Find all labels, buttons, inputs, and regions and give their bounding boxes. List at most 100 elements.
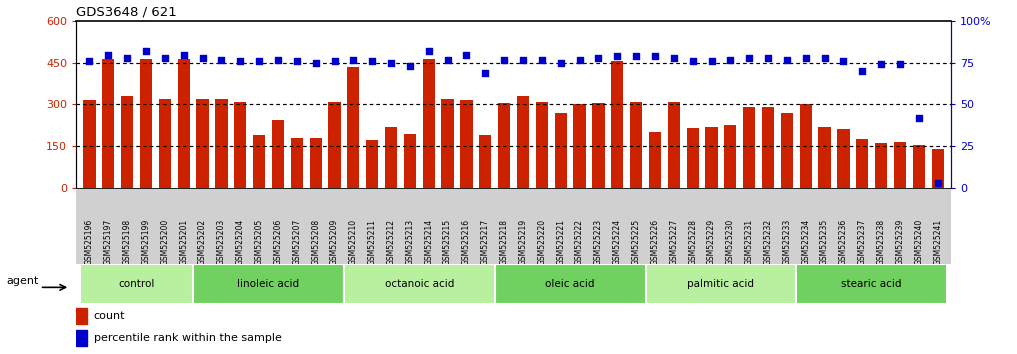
Bar xyxy=(517,96,529,188)
Point xyxy=(684,58,701,64)
Point xyxy=(930,180,946,185)
Bar xyxy=(309,138,321,188)
Bar xyxy=(80,264,193,304)
Bar xyxy=(196,99,208,188)
Bar xyxy=(932,149,944,188)
Bar xyxy=(159,99,171,188)
Point xyxy=(270,57,286,62)
Text: control: control xyxy=(118,279,155,289)
Bar xyxy=(724,125,736,188)
Point xyxy=(873,62,889,67)
Bar xyxy=(178,59,190,188)
Text: percentile rank within the sample: percentile rank within the sample xyxy=(94,333,282,343)
Bar xyxy=(536,102,548,188)
Point xyxy=(138,48,155,54)
Bar xyxy=(592,103,604,188)
Point xyxy=(817,55,833,61)
Point xyxy=(119,55,135,61)
Bar xyxy=(344,264,494,304)
Point xyxy=(477,70,493,76)
Point xyxy=(383,60,400,66)
Point xyxy=(910,115,926,121)
Bar xyxy=(819,127,831,188)
Bar xyxy=(479,135,491,188)
Bar xyxy=(140,59,153,188)
Point xyxy=(251,58,267,64)
Point xyxy=(496,57,513,62)
Bar xyxy=(328,102,341,188)
Bar xyxy=(706,127,718,188)
Bar xyxy=(76,330,86,346)
Bar xyxy=(253,135,265,188)
Point xyxy=(704,58,720,64)
Bar xyxy=(894,142,906,188)
Bar xyxy=(799,104,812,188)
Point xyxy=(289,58,305,64)
Bar xyxy=(441,99,454,188)
Point xyxy=(572,57,588,62)
Bar xyxy=(494,264,646,304)
Point xyxy=(552,60,569,66)
Bar xyxy=(762,107,774,188)
Bar xyxy=(272,120,284,188)
Point xyxy=(439,57,456,62)
Point xyxy=(760,55,776,61)
Point xyxy=(741,55,758,61)
Text: palmitic acid: palmitic acid xyxy=(687,279,755,289)
Bar xyxy=(686,128,699,188)
Bar xyxy=(668,102,680,188)
Bar xyxy=(216,99,228,188)
Point xyxy=(81,58,98,64)
Bar xyxy=(404,133,416,188)
Bar xyxy=(423,59,435,188)
Bar xyxy=(856,139,869,188)
Bar xyxy=(102,59,115,188)
Point xyxy=(402,63,418,69)
Point xyxy=(515,57,531,62)
Bar xyxy=(234,102,246,188)
Point xyxy=(421,48,437,54)
Point xyxy=(779,57,795,62)
Bar xyxy=(83,100,96,188)
Point xyxy=(214,57,230,62)
Point xyxy=(101,52,117,57)
Point xyxy=(854,68,871,74)
Text: oleic acid: oleic acid xyxy=(545,279,595,289)
Bar xyxy=(796,264,947,304)
Point xyxy=(307,60,323,66)
Point xyxy=(194,55,211,61)
Bar xyxy=(385,127,398,188)
Point xyxy=(797,55,814,61)
Point xyxy=(176,52,192,57)
Point xyxy=(459,52,475,57)
Point xyxy=(609,53,625,59)
Point xyxy=(345,57,361,62)
Bar xyxy=(646,264,796,304)
Bar xyxy=(837,130,849,188)
Point xyxy=(364,58,380,64)
Bar xyxy=(291,138,303,188)
Point xyxy=(722,57,738,62)
Bar xyxy=(611,62,623,188)
Bar xyxy=(912,145,925,188)
Point xyxy=(157,55,173,61)
Point xyxy=(326,58,343,64)
Bar xyxy=(366,141,378,188)
Point xyxy=(534,57,550,62)
Text: GDS3648 / 621: GDS3648 / 621 xyxy=(76,6,177,19)
Text: linoleic acid: linoleic acid xyxy=(238,279,300,289)
Bar xyxy=(554,113,566,188)
Bar xyxy=(498,103,511,188)
Point xyxy=(627,53,644,59)
Bar xyxy=(630,102,642,188)
Text: agent: agent xyxy=(6,276,39,286)
Text: count: count xyxy=(94,311,125,321)
Point xyxy=(835,58,851,64)
Bar xyxy=(781,113,793,188)
Bar xyxy=(743,107,756,188)
Bar xyxy=(193,264,344,304)
Point xyxy=(647,53,663,59)
Bar xyxy=(76,308,86,324)
Bar xyxy=(649,132,661,188)
Bar xyxy=(121,96,133,188)
